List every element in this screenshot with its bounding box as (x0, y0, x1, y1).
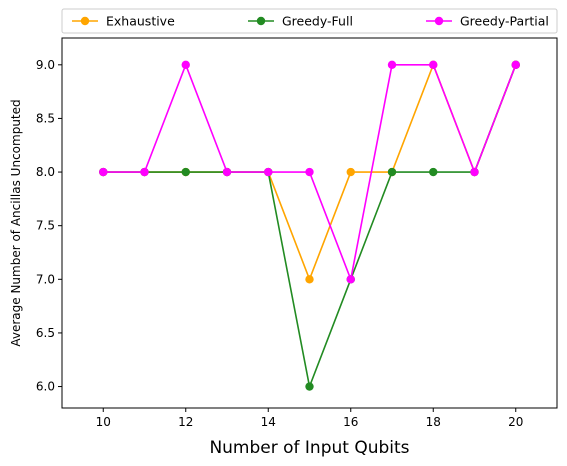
data-point-greedy-partial (429, 60, 438, 70)
series-greedy-partial (99, 60, 520, 284)
data-point-greedy-partial (181, 60, 190, 70)
legend: Exhaustive Greedy-Full Greedy-Partial (61, 8, 558, 34)
legend-entry-greedy-partial: Greedy-Partial (426, 14, 549, 29)
legend-marker (256, 16, 266, 26)
x-tick-label: 12 (178, 415, 193, 429)
x-tick-label: 16 (343, 415, 358, 429)
y-tick-label: 8.5 (36, 111, 55, 125)
x-axis-ticks: 10 12 14 16 18 20 (96, 408, 523, 429)
y-tick-label: 8.0 (36, 165, 55, 179)
x-tick-label: 20 (508, 415, 523, 429)
x-tick-label: 10 (96, 415, 111, 429)
data-point-greedy-partial (99, 167, 108, 177)
data-point-greedy-full (429, 167, 438, 177)
legend-entry-greedy-full: Greedy-Full (248, 14, 353, 29)
legend-label: Exhaustive (106, 14, 175, 29)
legend-label: Greedy-Full (282, 14, 353, 29)
data-point-greedy-full (181, 167, 190, 177)
y-tick-label: 6.0 (36, 380, 55, 394)
data-point-greedy-partial (387, 60, 397, 70)
data-point-greedy-full (387, 167, 397, 177)
data-point-greedy-partial (346, 275, 355, 284)
data-point-exhaustive (305, 275, 314, 284)
y-tick-label: 7.5 (36, 219, 55, 233)
data-point-greedy-full (305, 382, 314, 391)
y-tick-label: 7.0 (36, 272, 55, 286)
data-point-greedy-partial (140, 167, 149, 177)
data-point-greedy-partial (511, 60, 520, 70)
data-point-greedy-partial (305, 167, 314, 177)
legend-entry-exhaustive: Exhaustive (72, 14, 175, 29)
data-point-greedy-partial (222, 167, 232, 177)
legend-marker (434, 16, 444, 26)
plot-area (61, 37, 558, 409)
legend-label: Greedy-Partial (460, 14, 549, 29)
y-axis-ticks: 6.0 6.5 7.0 7.5 8.0 8.5 9.0 (36, 58, 62, 394)
legend-marker (80, 16, 90, 26)
data-point-greedy-partial (470, 167, 479, 177)
x-tick-label: 18 (426, 415, 441, 429)
y-tick-label: 6.5 (36, 326, 55, 340)
data-point-greedy-partial (264, 167, 273, 177)
x-tick-label: 14 (261, 415, 276, 429)
series-layer (99, 60, 520, 391)
y-tick-label: 9.0 (36, 58, 55, 72)
x-axis-title: Number of Input Qubits (209, 438, 409, 458)
legend-frame (61, 8, 558, 34)
data-point-exhaustive (346, 167, 355, 177)
y-axis-title: Average Number of Ancillas Uncomputed (9, 99, 23, 346)
